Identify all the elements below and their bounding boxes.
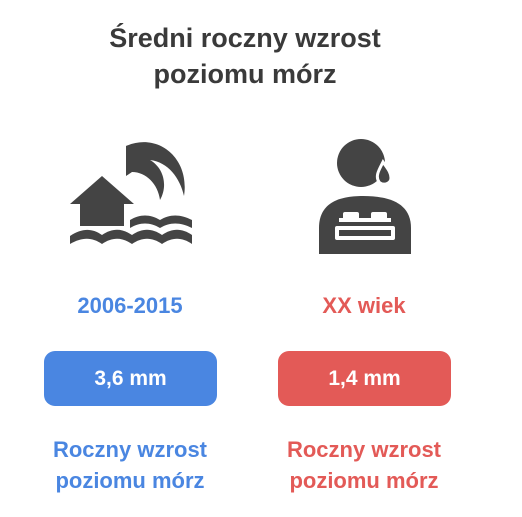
panel: 2006-2015 3,6 mm Roczny wzrost poziomu m… <box>10 0 250 517</box>
caption: Roczny wzrost poziomu mórz <box>10 434 250 496</box>
title-line: Średni roczny wzrost <box>109 23 381 53</box>
person-icon <box>319 139 411 254</box>
caption-line: poziomu mórz <box>55 468 205 493</box>
panel: XX wiek 1,4 mm Roczny wzrost poziomu mór… <box>244 0 484 517</box>
caption-line: Roczny wzrost <box>286 437 442 462</box>
value-pill: 1,4 mm <box>278 351 451 406</box>
title: Średni roczny wzrost poziomu mórz <box>0 20 490 92</box>
caption-line: poziomu mórz <box>289 468 439 493</box>
caption-line: Roczny wzrost <box>52 437 208 462</box>
period: 2006-2015 <box>77 293 183 318</box>
title-line: poziomu mórz <box>153 59 337 89</box>
flood-icon <box>70 142 192 244</box>
period: XX wiek <box>322 293 406 318</box>
value-pill: 3,6 mm <box>44 351 217 406</box>
caption: Roczny wzrost poziomu mórz <box>244 434 484 496</box>
